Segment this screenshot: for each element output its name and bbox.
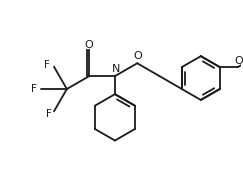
Text: F: F — [31, 84, 37, 94]
Text: F: F — [44, 60, 50, 70]
Text: F: F — [46, 109, 52, 119]
Text: N: N — [112, 64, 120, 74]
Text: O: O — [134, 51, 143, 61]
Text: O: O — [234, 56, 243, 66]
Text: O: O — [85, 40, 94, 50]
